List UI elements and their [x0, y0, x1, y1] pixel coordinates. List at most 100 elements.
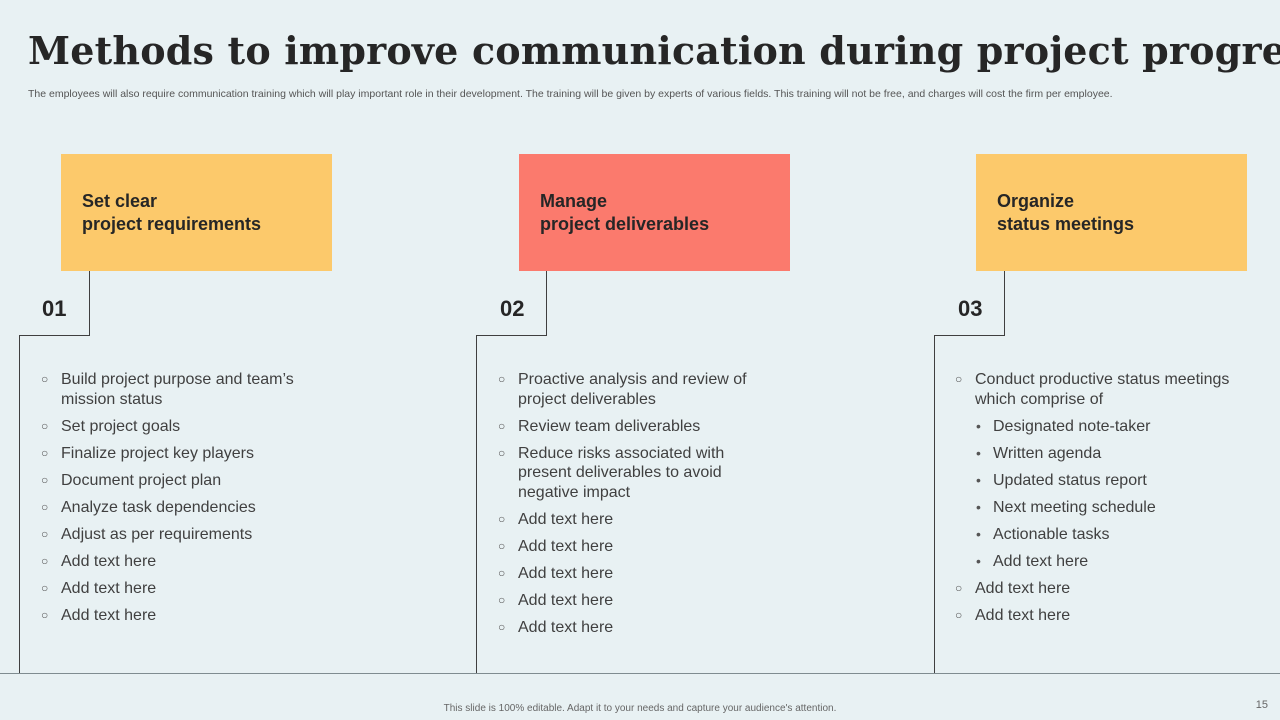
- column-border: [19, 335, 20, 673]
- list-item-text: Reduce risks associated with present del…: [518, 444, 725, 501]
- dot-bullet-icon: •: [976, 417, 981, 434]
- page-title: Methods to improve communication during …: [28, 28, 1280, 73]
- circle-bullet-icon: ○: [41, 580, 49, 595]
- circle-bullet-icon: ○: [955, 607, 963, 622]
- page-subtitle: The employees will also require communic…: [28, 88, 1113, 100]
- connector-line: [19, 335, 90, 336]
- sub-list-item: • Written agenda: [955, 444, 1245, 464]
- dot-bullet-icon: •: [976, 552, 981, 569]
- list-item-text: Set project goals: [61, 417, 181, 435]
- list-item-text: Designated note-taker: [993, 417, 1151, 435]
- list-item: ○ Add text here: [498, 564, 750, 584]
- list-item: ○ Add text here: [498, 591, 750, 611]
- connector-line: [546, 271, 547, 335]
- circle-bullet-icon: ○: [498, 538, 506, 553]
- list-item-text: Review team deliverables: [518, 417, 701, 435]
- list-item-text: Conduct productive status meetings which…: [975, 371, 1230, 408]
- card-manage-deliverables: Manage project deliverables: [519, 154, 790, 271]
- list-item-text: Written agenda: [993, 444, 1102, 462]
- footer-divider: [0, 673, 1280, 674]
- list-item: ○ Add text here: [41, 579, 306, 599]
- list-item-text: Add text here: [61, 579, 157, 597]
- list-item-text: Proactive analysis and review of project…: [518, 371, 747, 408]
- circle-bullet-icon: ○: [498, 418, 506, 433]
- dot-bullet-icon: •: [976, 525, 981, 542]
- list-item-text: Build project purpose and team’s mission…: [61, 371, 294, 408]
- list-item: ○ Add text here: [955, 606, 1245, 626]
- list-item: ○ Conduct productive status meetings whic…: [955, 370, 1245, 409]
- list-item: ○ Adjust as per requirements: [41, 525, 306, 545]
- list-item-text: Document project plan: [61, 471, 222, 489]
- list-item: ○ Review team deliverables: [498, 417, 750, 437]
- connector-line: [934, 335, 1005, 336]
- list-item-text: Add text here: [975, 606, 1071, 624]
- circle-bullet-icon: ○: [41, 418, 49, 433]
- circle-bullet-icon: ○: [41, 445, 49, 460]
- list-item-text: Add text here: [975, 579, 1071, 597]
- circle-bullet-icon: ○: [498, 619, 506, 634]
- connector-line: [89, 271, 90, 335]
- step-number: 02: [500, 296, 525, 321]
- dot-bullet-icon: •: [976, 444, 981, 461]
- connector-line: [476, 335, 547, 336]
- footer-note: This slide is 100% editable. Adapt it to…: [443, 703, 837, 714]
- list-item-text: Add text here: [518, 510, 614, 528]
- circle-bullet-icon: ○: [498, 372, 506, 386]
- list-item-text: Add text here: [518, 591, 614, 609]
- list-item: ○ Analyze task dependencies: [41, 498, 306, 518]
- connector-line: [1004, 271, 1005, 335]
- list-item: ○ Finalize project key players: [41, 444, 306, 464]
- list-item: ○ Add text here: [498, 537, 750, 557]
- card-organize-meetings: Organize status meetings: [976, 154, 1247, 271]
- list-item: ○ Build project purpose and team’s missio…: [41, 370, 306, 409]
- sub-list-item: • Add text here: [955, 552, 1245, 572]
- column-border: [476, 335, 477, 673]
- circle-bullet-icon: ○: [498, 592, 506, 607]
- list-item: ○ Add text here: [498, 618, 750, 638]
- column-border: [934, 335, 935, 673]
- list-item-text: Adjust as per requirements: [61, 525, 253, 543]
- card-heading-line1: Organize: [997, 191, 1075, 211]
- item-list: ○ Conduct productive status meetings whic…: [955, 370, 1245, 633]
- list-item: ○ Add text here: [41, 606, 306, 626]
- list-item-text: Add text here: [61, 606, 157, 624]
- card-heading-line1: Manage: [540, 191, 608, 211]
- list-item-text: Actionable tasks: [993, 525, 1110, 543]
- sub-list-item: • Updated status report: [955, 471, 1245, 491]
- circle-bullet-icon: ○: [41, 372, 49, 386]
- circle-bullet-icon: ○: [41, 526, 49, 541]
- circle-bullet-icon: ○: [41, 607, 49, 622]
- list-item: ○ Add text here: [41, 552, 306, 572]
- sub-list-item: • Next meeting schedule: [955, 498, 1245, 518]
- circle-bullet-icon: ○: [498, 565, 506, 580]
- list-item-text: Add text here: [993, 552, 1089, 570]
- sub-list-item: • Actionable tasks: [955, 525, 1245, 545]
- list-item: ○ Add text here: [955, 579, 1245, 599]
- item-list: ○ Proactive analysis and review of projec…: [498, 370, 750, 645]
- circle-bullet-icon: ○: [41, 499, 49, 514]
- list-item: ○ Add text here: [498, 510, 750, 530]
- step-number: 03: [958, 296, 983, 321]
- circle-bullet-icon: ○: [955, 372, 963, 386]
- sub-list-item: • Designated note-taker: [955, 417, 1245, 437]
- circle-bullet-icon: ○: [498, 445, 506, 460]
- list-item-text: Updated status report: [993, 471, 1147, 489]
- circle-bullet-icon: ○: [41, 472, 49, 487]
- list-item: ○ Proactive analysis and review of projec…: [498, 370, 750, 409]
- circle-bullet-icon: ○: [498, 511, 506, 526]
- circle-bullet-icon: ○: [41, 553, 49, 568]
- list-item-text: Add text here: [518, 564, 614, 582]
- card-heading-line2: status meetings: [997, 214, 1135, 234]
- card-heading-line2: project deliverables: [540, 214, 710, 234]
- list-item-text: Next meeting schedule: [993, 498, 1156, 516]
- list-item-text: Analyze task dependencies: [61, 498, 256, 516]
- step-number: 01: [42, 296, 67, 321]
- page-number: 15: [1255, 699, 1268, 711]
- list-item: ○ Reduce risks associated with present de…: [498, 444, 750, 503]
- list-item: ○ Document project plan: [41, 471, 306, 491]
- item-list: ○ Build project purpose and team’s missio…: [41, 370, 306, 633]
- card-heading-line1: Set clear: [82, 191, 158, 211]
- list-item-text: Add text here: [518, 537, 614, 555]
- list-item-text: Finalize project key players: [61, 444, 254, 462]
- dot-bullet-icon: •: [976, 471, 981, 488]
